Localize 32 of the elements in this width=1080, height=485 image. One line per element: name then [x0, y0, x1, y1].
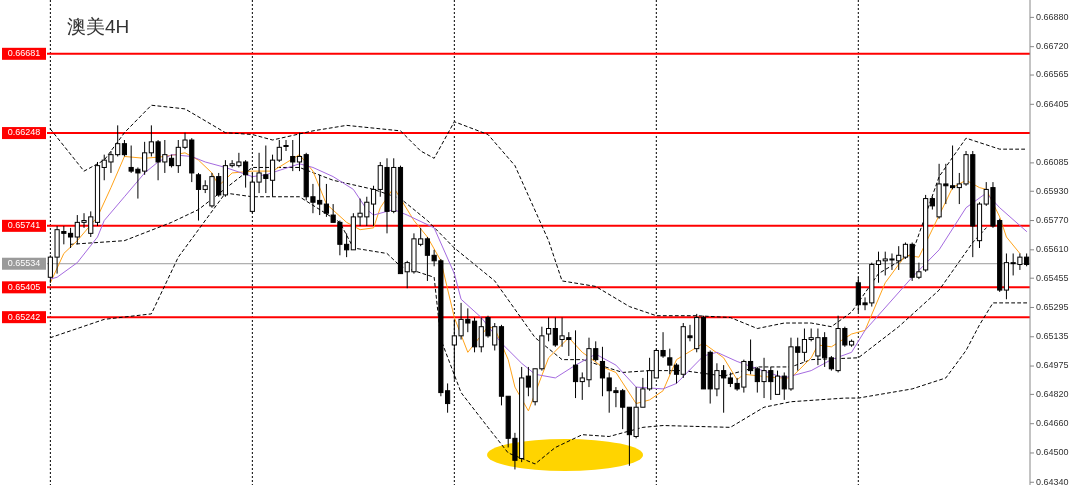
ref-label: 0.65242: [2, 311, 46, 324]
candlestick: [290, 139, 296, 172]
candlestick: [572, 329, 579, 399]
y-tick-label: 0.65770: [1036, 214, 1069, 225]
y-tick-label: 0.65135: [1036, 331, 1069, 342]
candlestick: [323, 183, 329, 218]
ref-label: 0.65405: [2, 281, 46, 294]
y-tick-label: 0.64500: [1036, 447, 1069, 458]
y-tick-label: 0.65295: [1036, 301, 1069, 312]
ref-line-label: 0.65534: [7, 258, 41, 269]
y-tick-label: 0.64340: [1036, 476, 1069, 485]
candlestick: [283, 139, 289, 152]
y-tick-label: 0.66565: [1036, 69, 1069, 80]
y-tick-label: 0.64660: [1036, 418, 1069, 429]
candlestick: [546, 317, 552, 342]
y-tick-label: 0.66405: [1036, 98, 1069, 109]
y-tick-label: 0.66720: [1036, 41, 1069, 52]
ref-line-label: 0.65405: [7, 281, 41, 292]
y-tick-label: 0.64820: [1036, 388, 1069, 399]
text: 澳美4H: [67, 16, 130, 37]
y-tick-label: 0.65930: [1036, 185, 1069, 196]
ref-line-label: 0.65242: [7, 311, 41, 322]
y-tick-label: 0.65455: [1036, 272, 1069, 283]
y-tick-label: 0.64975: [1036, 360, 1069, 371]
y-tick-label: 0.66880: [1036, 11, 1069, 22]
ref-line-label: 0.66248: [7, 127, 41, 138]
ref-line-label: 0.65741: [7, 220, 41, 231]
ref-line-label: 0.66681: [7, 48, 41, 59]
ref-label: 0.66248: [2, 127, 46, 140]
candlestick: [276, 139, 282, 163]
y-tick-label: 0.66085: [1036, 157, 1069, 168]
y-tick-label: 0.65610: [1036, 244, 1069, 255]
